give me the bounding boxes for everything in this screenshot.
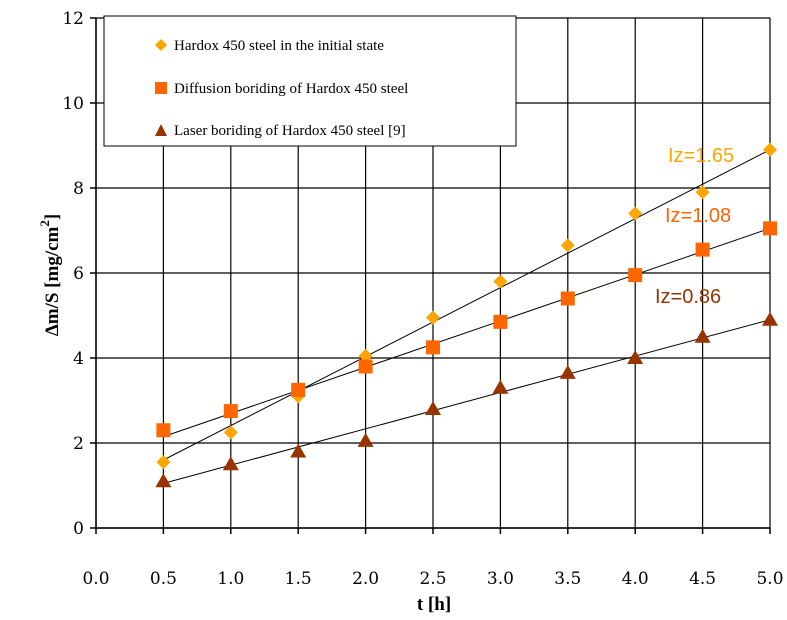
x-tick-label: 2.5	[419, 569, 446, 589]
data-point-series-2	[357, 432, 374, 447]
data-point-series-0	[763, 142, 777, 157]
data-point-series-1	[560, 291, 575, 306]
legend-label-initial: Hardox 450 steel in the initial state	[174, 38, 384, 54]
svg-text:Δm/S [mg/cm2]: Δm/S [mg/cm2]	[37, 214, 63, 336]
y-axis-title-sup: 2	[37, 220, 52, 227]
axes	[90, 17, 771, 534]
data-point-series-2	[762, 311, 778, 326]
y-tick-label: 12	[62, 9, 84, 29]
data-point-series-0	[358, 348, 373, 363]
iz-label-laser: Iz=0.86	[655, 286, 721, 308]
data-point-series-1	[695, 242, 710, 257]
legend: Hardox 450 steel in the initial state Di…	[103, 15, 517, 147]
legend-item-initial: Hardox 450 steel in the initial state	[155, 38, 384, 54]
y-axis-title: Δm/S [mg/cm2]	[37, 214, 63, 336]
x-tick-label: 4.0	[622, 569, 649, 589]
y-axis-title-main: Δm/S [mg/cm	[42, 226, 63, 336]
legend-diamond-icon	[155, 39, 167, 51]
data-point-series-1	[628, 268, 643, 283]
data-markers	[155, 142, 778, 488]
legend-label-diffusion: Diffusion boriding of Hardox 450 steel	[174, 81, 408, 97]
y-tick-label: 6	[73, 264, 84, 284]
legend-item-laser: Laser boriding of Hardox 450 steel [9]	[155, 123, 406, 139]
data-point-series-0	[493, 274, 508, 289]
data-point-series-2	[559, 364, 576, 379]
y-axis-title-end: ]	[42, 214, 63, 220]
data-point-series-2	[694, 328, 711, 343]
y-tick-label: 4	[73, 349, 84, 369]
legend-item-diffusion: Diffusion boriding of Hardox 450 steel	[155, 81, 408, 97]
data-point-series-0	[628, 206, 643, 221]
data-point-series-1	[426, 340, 440, 355]
x-tick-label: 4.5	[689, 569, 716, 589]
x-tick-label: 3.5	[554, 569, 581, 589]
tick-labels: 0.0 0.5 1.0 1.5 2.0 2.5 3.0 3.5 4.0 4.5 5.0 0 2 4 6 8 10…	[62, 9, 783, 589]
legend-triangle-icon	[155, 124, 167, 136]
data-point-series-1	[223, 404, 238, 419]
data-point-series-2	[290, 443, 307, 458]
x-tick-label: 5.0	[756, 569, 783, 589]
y-tick-label: 0	[73, 519, 84, 539]
data-point-series-2	[492, 379, 509, 394]
data-point-series-1	[156, 423, 171, 438]
x-tick-label: 0.0	[82, 569, 109, 589]
data-point-series-0	[426, 310, 440, 325]
data-point-series-0	[156, 455, 171, 470]
data-point-series-1	[763, 221, 777, 236]
trendline-series-1	[163, 227, 771, 438]
x-tick-label: 2.0	[352, 569, 379, 589]
data-point-series-1	[291, 382, 306, 397]
x-tick-label: 1.5	[285, 569, 312, 589]
legend-square-icon	[155, 82, 167, 94]
y-tick-label: 2	[73, 434, 84, 454]
data-point-series-0	[560, 238, 575, 253]
trendline-series-2	[163, 319, 771, 484]
x-tick-label: 1.0	[217, 569, 244, 589]
iz-label-diffusion: Iz=1.08	[665, 205, 731, 227]
trendlines	[163, 149, 771, 484]
legend-label-laser: Laser boriding of Hardox 450 steel [9]	[174, 123, 406, 139]
y-tick-label: 10	[62, 94, 84, 114]
x-tick-label: 3.0	[487, 569, 514, 589]
data-point-series-0	[223, 425, 238, 440]
data-point-series-1	[493, 314, 508, 329]
data-point-series-2	[425, 401, 441, 415]
data-point-series-2	[627, 350, 644, 364]
trendline-series-0	[163, 149, 771, 461]
y-tick-label: 8	[73, 179, 84, 199]
legend-box	[103, 15, 517, 147]
data-point-series-1	[358, 359, 373, 374]
data-point-series-2	[155, 473, 172, 488]
data-point-series-2	[222, 456, 239, 471]
x-tick-label: 0.5	[150, 569, 177, 589]
x-axis-title: t [h]	[417, 594, 451, 615]
iz-label-initial: Iz=1.65	[668, 145, 734, 167]
data-point-series-0	[695, 185, 710, 200]
